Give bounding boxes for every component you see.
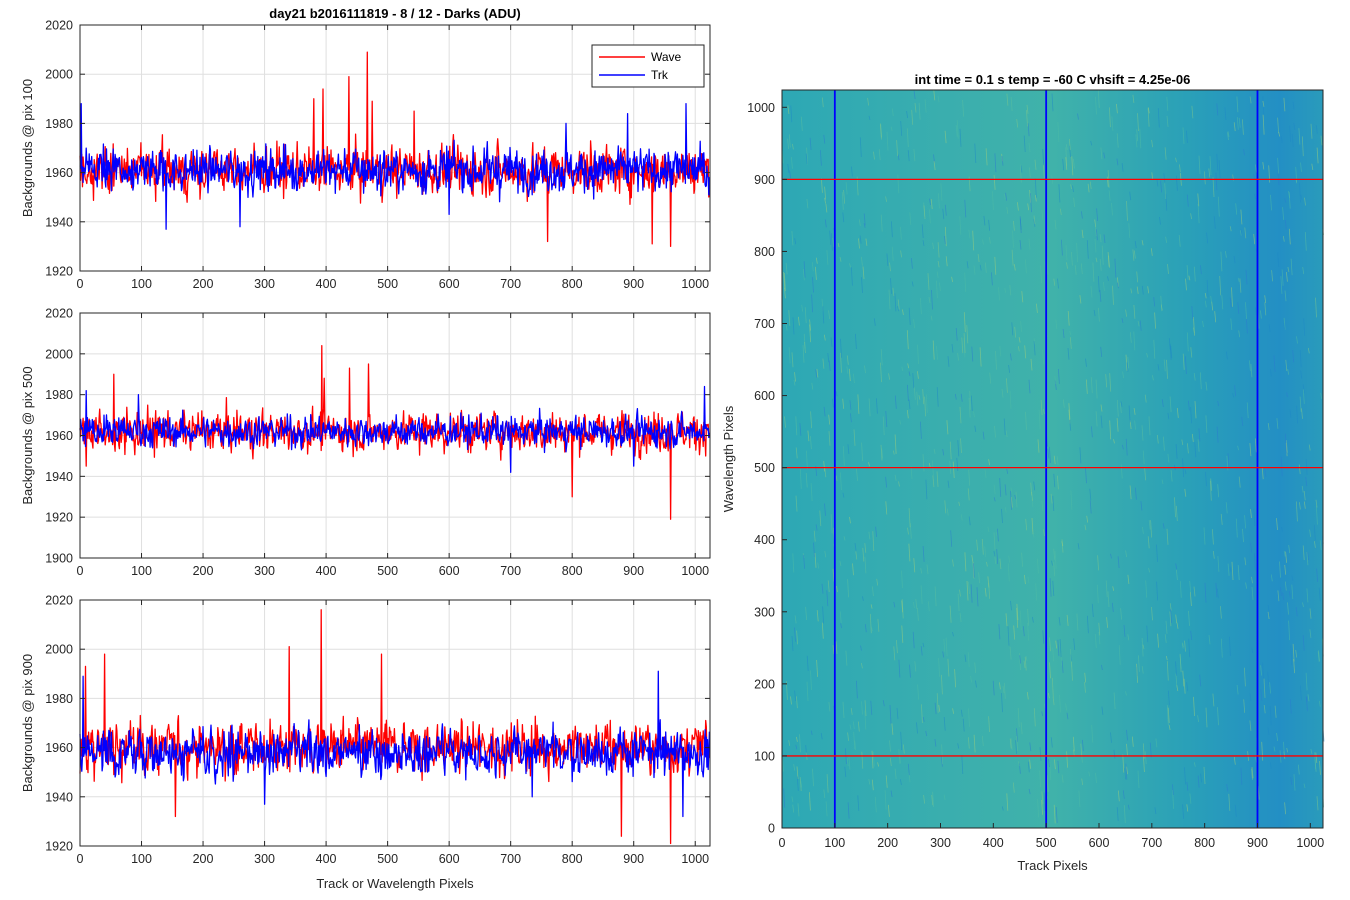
heatmap-title: int time = 0.1 s temp = -60 C vhsift = 4… bbox=[915, 72, 1191, 87]
x-tick-label: 800 bbox=[562, 852, 583, 866]
y-tick-label: 1940 bbox=[45, 470, 73, 484]
x-tick-label: 100 bbox=[824, 836, 845, 850]
x-tick-label: 200 bbox=[193, 852, 214, 866]
x-tick-label: 300 bbox=[254, 564, 275, 578]
x-tick-label: 400 bbox=[316, 852, 337, 866]
x-tick-label: 500 bbox=[377, 277, 398, 291]
x-tick-label: 0 bbox=[77, 852, 84, 866]
x-tick-label: 1000 bbox=[681, 277, 709, 291]
y-tick-label: 1920 bbox=[45, 511, 73, 525]
legend-wave-label: Wave bbox=[651, 50, 682, 64]
y-tick-label: 1000 bbox=[747, 101, 775, 115]
y-tick-label: 1900 bbox=[45, 552, 73, 566]
legend-box bbox=[591, 44, 705, 88]
y-tick-label: 300 bbox=[754, 605, 775, 619]
y-tick-label: 700 bbox=[754, 317, 775, 331]
y-tick-label: 1980 bbox=[45, 388, 73, 402]
y-tick-label: 200 bbox=[754, 677, 775, 691]
y-tick-label: 1940 bbox=[45, 215, 73, 229]
y-tick-label: 1940 bbox=[45, 790, 73, 804]
y-tick-label: 1920 bbox=[45, 840, 73, 854]
x-tick-label: 500 bbox=[377, 564, 398, 578]
x-tick-label: 200 bbox=[193, 564, 214, 578]
y-tick-label: 1980 bbox=[45, 117, 73, 131]
x-tick-label: 600 bbox=[439, 564, 460, 578]
y-tick-label: 0 bbox=[768, 822, 775, 836]
y-tick-label: 800 bbox=[754, 245, 775, 259]
y-tick-label: 600 bbox=[754, 389, 775, 403]
x-tick-label: 600 bbox=[1089, 836, 1110, 850]
series-line-trk bbox=[79, 385, 711, 473]
plot-area bbox=[80, 600, 710, 846]
legend: Wave Trk bbox=[591, 44, 705, 88]
x-tick-label: 800 bbox=[562, 277, 583, 291]
y-tick-label: 400 bbox=[754, 533, 775, 547]
y-tick-label: 2020 bbox=[45, 19, 73, 33]
x-tick-label: 600 bbox=[439, 852, 460, 866]
x-tick-label: 700 bbox=[1141, 836, 1162, 850]
x-tick-label: 700 bbox=[500, 277, 521, 291]
x-axis-label: Track or Wavelength Pixels bbox=[316, 876, 474, 891]
x-tick-label: 100 bbox=[131, 564, 152, 578]
y-tick-label: 900 bbox=[754, 173, 775, 187]
y-tick-label: 2000 bbox=[45, 643, 73, 657]
x-tick-label: 800 bbox=[1194, 836, 1215, 850]
x-tick-label: 100 bbox=[131, 277, 152, 291]
x-tick-label: 900 bbox=[1247, 836, 1268, 850]
plot-frame bbox=[79, 24, 711, 272]
y-tick-label: 1960 bbox=[45, 166, 73, 180]
x-tick-label: 300 bbox=[254, 277, 275, 291]
x-tick-label: 300 bbox=[254, 852, 275, 866]
y-axis-label: Backgrounds @ pix 900 bbox=[20, 654, 35, 792]
y-tick-label: 100 bbox=[754, 749, 775, 763]
plot-frame bbox=[79, 599, 711, 847]
x-tick-label: 0 bbox=[77, 277, 84, 291]
x-tick-label: 100 bbox=[131, 852, 152, 866]
figure-title: day21 b2016111819 - 8 / 12 - Darks (ADU) bbox=[269, 6, 520, 21]
y-tick-label: 2020 bbox=[45, 594, 73, 608]
x-tick-label: 900 bbox=[623, 564, 644, 578]
y-axis-label: Wavelength Pixels bbox=[721, 405, 736, 512]
heatmap-image bbox=[782, 90, 1323, 828]
x-tick-label: 1000 bbox=[1296, 836, 1324, 850]
x-tick-label: 0 bbox=[779, 836, 786, 850]
x-tick-label: 400 bbox=[983, 836, 1004, 850]
heatmap-frame bbox=[781, 89, 1324, 829]
x-tick-label: 700 bbox=[500, 564, 521, 578]
x-tick-label: 600 bbox=[439, 277, 460, 291]
x-tick-label: 700 bbox=[500, 852, 521, 866]
y-tick-label: 1960 bbox=[45, 741, 73, 755]
y-tick-label: 1960 bbox=[45, 429, 73, 443]
series-line-trk bbox=[79, 103, 711, 230]
x-axis-label: Track Pixels bbox=[1017, 858, 1088, 873]
plot-bottom: 0 100 200 300 400 500 600 700 800 900 1000 1920 1940… bbox=[20, 594, 711, 891]
x-tick-label: 200 bbox=[193, 277, 214, 291]
y-tick-label: 2000 bbox=[45, 347, 73, 361]
series-line-trk bbox=[79, 670, 711, 818]
heatmap-texture bbox=[781, 90, 1325, 824]
x-tick-label: 0 bbox=[77, 564, 84, 578]
y-tick-label: 1920 bbox=[45, 265, 73, 279]
y-tick-label: 2000 bbox=[45, 68, 73, 82]
y-axis-label: Backgrounds @ pix 500 bbox=[20, 366, 35, 504]
x-tick-label: 900 bbox=[623, 277, 644, 291]
x-tick-label: 1000 bbox=[681, 564, 709, 578]
x-tick-label: 1000 bbox=[681, 852, 709, 866]
x-tick-label: 400 bbox=[316, 277, 337, 291]
legend-trk-label: Trk bbox=[651, 68, 669, 82]
x-tick-label: 300 bbox=[930, 836, 951, 850]
x-tick-label: 800 bbox=[562, 564, 583, 578]
y-tick-label: 500 bbox=[754, 461, 775, 475]
x-tick-label: 400 bbox=[316, 564, 337, 578]
x-tick-label: 500 bbox=[1036, 836, 1057, 850]
heatmap-panel: 0 100 200 300 400 500 600 700 800 900 1000 0 100 200 3… bbox=[721, 72, 1325, 873]
y-tick-label: 1980 bbox=[45, 692, 73, 706]
y-tick-label: 2020 bbox=[45, 307, 73, 321]
x-tick-label: 900 bbox=[623, 852, 644, 866]
plot-middle: 0 100 200 300 400 500 600 700 800 900 1000 1900 1920… bbox=[20, 307, 711, 578]
x-tick-label: 200 bbox=[877, 836, 898, 850]
y-axis-label: Backgrounds @ pix 100 bbox=[20, 79, 35, 217]
x-tick-label: 500 bbox=[377, 852, 398, 866]
